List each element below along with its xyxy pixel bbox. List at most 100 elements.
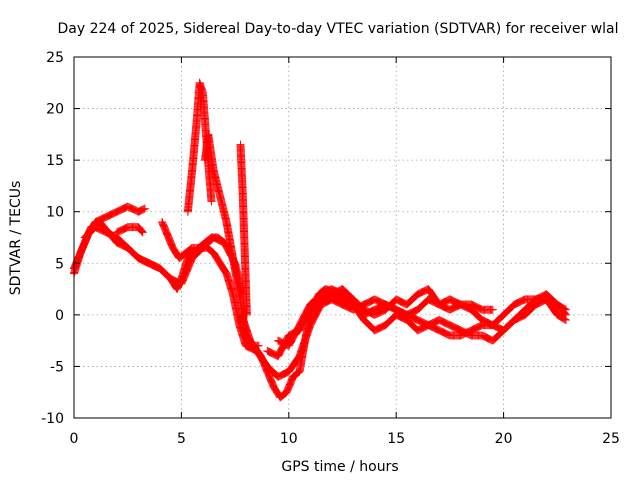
data-point bbox=[475, 304, 484, 313]
data-point bbox=[408, 313, 417, 322]
data-point bbox=[462, 328, 471, 337]
data-point bbox=[117, 205, 126, 214]
data-point bbox=[382, 301, 391, 310]
data-point bbox=[141, 257, 150, 266]
data-point bbox=[464, 304, 473, 313]
data-point bbox=[427, 322, 436, 331]
data-point bbox=[376, 323, 385, 332]
data-point bbox=[139, 256, 148, 265]
data-point bbox=[118, 205, 127, 214]
data-point bbox=[439, 298, 448, 307]
grid bbox=[74, 57, 611, 418]
data-point bbox=[366, 297, 375, 306]
data-point bbox=[456, 331, 465, 340]
data-point bbox=[368, 306, 377, 315]
data-point bbox=[144, 258, 153, 267]
data-point bbox=[559, 314, 568, 323]
data-point bbox=[329, 291, 338, 300]
data-point bbox=[434, 325, 443, 334]
data-point bbox=[429, 323, 438, 332]
data-point bbox=[135, 207, 144, 216]
data-point bbox=[370, 305, 379, 314]
data-point bbox=[451, 323, 460, 332]
data-point bbox=[373, 304, 382, 313]
data-point bbox=[474, 322, 483, 331]
data-point bbox=[395, 296, 404, 305]
data-point bbox=[396, 297, 405, 306]
data-point bbox=[145, 259, 154, 268]
data-point bbox=[95, 225, 104, 234]
data-point bbox=[119, 204, 128, 213]
data-point bbox=[483, 334, 492, 343]
data-point bbox=[330, 291, 339, 300]
y-tick-label: 15 bbox=[46, 153, 64, 169]
data-point bbox=[385, 302, 394, 311]
data-point bbox=[102, 212, 111, 221]
data-point bbox=[166, 274, 175, 283]
data-point bbox=[410, 314, 419, 323]
data-point bbox=[335, 293, 344, 302]
data-point bbox=[442, 329, 451, 338]
data-point bbox=[430, 324, 439, 333]
data-point bbox=[134, 207, 143, 216]
data-point bbox=[459, 329, 468, 338]
data-point bbox=[424, 321, 433, 330]
x-tick-label: 20 bbox=[495, 431, 513, 447]
data-point bbox=[414, 325, 423, 334]
data-point bbox=[407, 312, 416, 321]
data-point bbox=[421, 319, 430, 328]
data-point bbox=[406, 312, 415, 321]
data-point bbox=[554, 311, 563, 320]
data-point bbox=[419, 318, 428, 327]
data-point bbox=[120, 224, 129, 233]
data-point bbox=[437, 317, 446, 326]
data-point bbox=[116, 206, 125, 215]
x-tick-label: 5 bbox=[177, 431, 186, 447]
y-tick-label: 5 bbox=[55, 256, 64, 272]
data-point bbox=[401, 310, 410, 319]
data-point bbox=[276, 337, 285, 346]
data-point bbox=[274, 372, 283, 381]
data-point bbox=[424, 295, 433, 304]
data-point bbox=[279, 370, 288, 379]
data-point bbox=[359, 310, 368, 319]
data-point bbox=[449, 304, 458, 313]
data-point bbox=[109, 231, 118, 240]
data-point bbox=[415, 317, 424, 326]
data-point bbox=[442, 319, 451, 328]
data-point bbox=[440, 328, 449, 337]
data-point bbox=[394, 296, 403, 305]
data-point bbox=[397, 308, 406, 317]
data-point bbox=[402, 310, 411, 319]
data-point bbox=[457, 330, 466, 339]
data-point bbox=[104, 211, 113, 220]
data-point bbox=[336, 294, 345, 303]
data-point bbox=[371, 305, 380, 314]
data-point bbox=[463, 328, 472, 337]
data-point bbox=[398, 308, 407, 317]
data-point bbox=[464, 327, 473, 336]
data-point bbox=[441, 297, 450, 306]
data-point bbox=[339, 295, 348, 304]
data-point bbox=[328, 290, 337, 299]
data-point bbox=[557, 313, 566, 322]
data-point bbox=[140, 204, 149, 213]
data-point bbox=[445, 321, 454, 330]
data-point bbox=[149, 261, 158, 270]
data-point bbox=[460, 329, 469, 338]
data-point bbox=[362, 299, 371, 308]
data-point bbox=[558, 314, 567, 323]
data-point bbox=[395, 307, 404, 316]
data-point bbox=[469, 325, 478, 334]
x-axis-label: GPS time / hours bbox=[281, 459, 398, 475]
data-point bbox=[481, 333, 490, 342]
data-point bbox=[453, 324, 462, 333]
data-point bbox=[338, 295, 347, 304]
data-point bbox=[278, 338, 287, 347]
data-point bbox=[404, 311, 413, 320]
data-point bbox=[472, 323, 481, 332]
data-point bbox=[101, 227, 110, 236]
data-point bbox=[454, 299, 463, 308]
data-point bbox=[444, 320, 453, 329]
